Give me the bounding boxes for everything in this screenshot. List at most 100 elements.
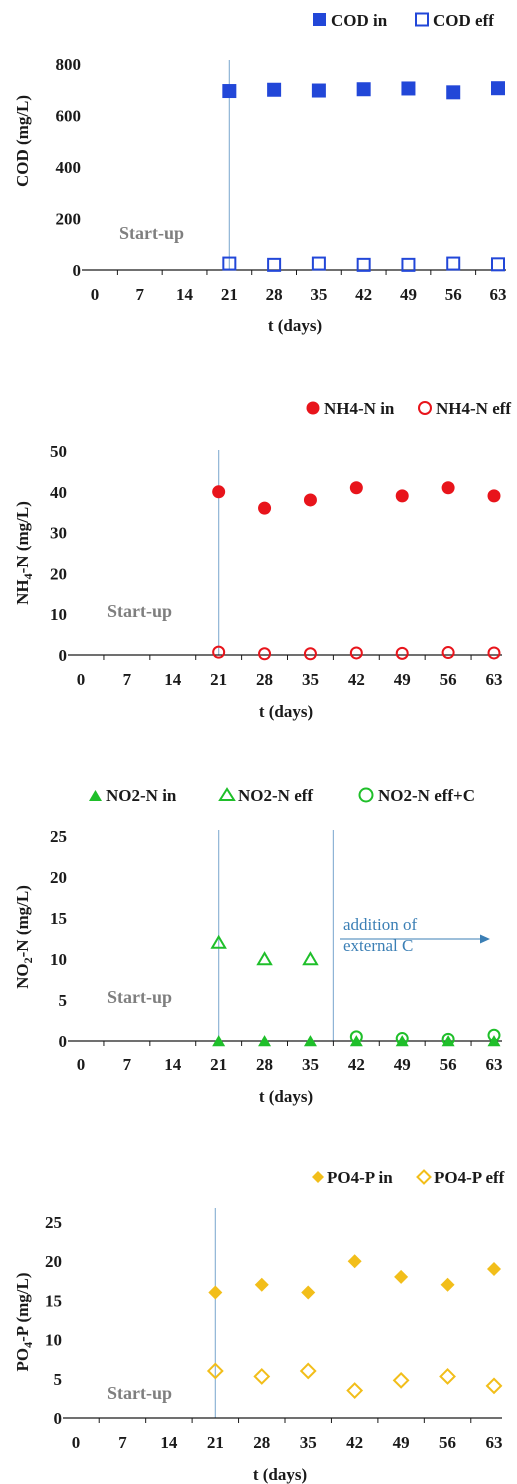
x-tick-label: 35 xyxy=(302,670,319,689)
y-tick-label: 25 xyxy=(45,1213,62,1232)
x-tick-label: 14 xyxy=(164,1055,182,1074)
x-tick-label: 14 xyxy=(164,670,182,689)
data-point xyxy=(392,1371,410,1389)
x-tick-label: 63 xyxy=(486,1055,503,1074)
y-axis-label: COD (mg/L) xyxy=(13,95,32,187)
legend-marker-cod-in xyxy=(313,13,326,26)
data-point xyxy=(254,1277,269,1292)
data-point xyxy=(487,1262,501,1277)
x-tick-label: 0 xyxy=(77,670,86,689)
x-tick-label: 21 xyxy=(221,285,238,304)
y-tick-label: 0 xyxy=(54,1409,63,1428)
data-point xyxy=(212,1035,226,1047)
x-tick-label: 0 xyxy=(72,1433,81,1452)
x-tick-label: 35 xyxy=(300,1433,317,1452)
y-tick-label: 10 xyxy=(50,950,67,969)
no2-chart: NO2-N in NO2-N eff NO2-N eff+C NO2-N (mg… xyxy=(13,786,503,1106)
x-tick-label: 28 xyxy=(253,1433,270,1452)
x-tick-labels: 0 7 14 21 28 35 42 49 56 63 xyxy=(72,1433,503,1452)
data-point xyxy=(356,257,371,272)
data-points xyxy=(210,934,501,1047)
x-tick-label: 7 xyxy=(118,1433,127,1452)
y-tick-label: 10 xyxy=(50,605,67,624)
x-axis xyxy=(82,269,506,275)
y-axis-label: NO2-N (mg/L) xyxy=(13,885,35,989)
y-tick-label: 0 xyxy=(59,1032,68,1051)
data-point xyxy=(302,951,319,966)
x-tick-label: 56 xyxy=(440,670,457,689)
data-point xyxy=(440,1277,455,1292)
legend-label-cod-eff: COD eff xyxy=(433,11,494,30)
data-point xyxy=(311,83,326,98)
data-point xyxy=(349,1030,363,1044)
data-points xyxy=(212,481,501,661)
data-point xyxy=(299,1362,317,1380)
x-axis-label: t (days) xyxy=(259,1087,313,1106)
data-point xyxy=(446,256,461,271)
data-point xyxy=(222,84,237,99)
y-axis-label: NH4-N (mg/L) xyxy=(13,501,35,605)
legend-label-cod-in: COD in xyxy=(331,11,388,30)
y-tick-label: 20 xyxy=(45,1252,62,1271)
x-axis-label: t (days) xyxy=(268,316,322,335)
startup-label: Start-up xyxy=(107,987,172,1007)
data-points xyxy=(222,81,505,272)
y-tick-label: 5 xyxy=(54,1370,63,1389)
x-tick-label: 28 xyxy=(256,1055,273,1074)
x-tick-label: 14 xyxy=(160,1433,178,1452)
data-point xyxy=(303,493,317,507)
data-point xyxy=(258,501,272,515)
x-tick-label: 63 xyxy=(490,285,507,304)
x-tick-label: 42 xyxy=(346,1433,363,1452)
data-point xyxy=(347,1254,362,1269)
x-tick-label: 42 xyxy=(355,285,372,304)
legend-label-nh4-eff: NH4-N eff xyxy=(436,399,511,418)
data-point xyxy=(394,1269,409,1284)
y-tick-labels: 0 200 400 600 800 xyxy=(56,55,82,280)
data-point xyxy=(222,256,237,271)
x-tick-label: 56 xyxy=(440,1055,457,1074)
y-tick-label: 10 xyxy=(45,1331,62,1350)
data-point xyxy=(487,1028,501,1042)
y-tick-label: 40 xyxy=(50,483,67,502)
x-tick-labels: 0 7 14 21 28 35 42 49 56 63 xyxy=(91,285,507,304)
data-point xyxy=(491,257,505,272)
legend-label-po4-in: PO4-P in xyxy=(327,1168,393,1187)
x-tick-labels: 0 7 14 21 28 35 42 49 56 63 xyxy=(77,670,503,689)
y-tick-label: 15 xyxy=(50,909,67,928)
y-tick-label: 0 xyxy=(59,646,68,665)
data-point xyxy=(395,1032,409,1046)
data-point xyxy=(485,1377,503,1395)
x-tick-label: 56 xyxy=(439,1433,456,1452)
data-point xyxy=(256,951,273,966)
legend-label-no2-in: NO2-N in xyxy=(106,786,177,805)
annotation-line-1: addition of xyxy=(343,915,417,934)
legend-marker-no2-eff-c xyxy=(358,787,374,803)
x-tick-label: 7 xyxy=(123,1055,132,1074)
data-point xyxy=(311,256,326,271)
legend-marker-nh4-eff xyxy=(418,401,432,415)
legend-label-nh4-in: NH4-N in xyxy=(324,399,395,418)
data-point xyxy=(258,1035,272,1047)
legend-label-no2-eff-c: NO2-N eff+C xyxy=(378,786,475,805)
x-tick-label: 21 xyxy=(207,1433,224,1452)
data-point xyxy=(349,646,363,660)
cod-chart: COD in COD eff COD (mg/L) Start-up 0 200 4… xyxy=(13,11,507,335)
x-tick-label: 49 xyxy=(394,1055,411,1074)
data-point xyxy=(303,1035,317,1047)
x-tick-label: 42 xyxy=(348,1055,365,1074)
x-axis xyxy=(68,654,502,660)
y-tick-label: 400 xyxy=(56,158,82,177)
data-point xyxy=(491,81,505,96)
x-tick-label: 28 xyxy=(266,285,283,304)
data-point xyxy=(206,1362,224,1380)
data-point xyxy=(395,646,409,660)
data-point xyxy=(446,85,461,100)
y-tick-label: 200 xyxy=(56,210,82,229)
x-tick-label: 14 xyxy=(176,285,194,304)
x-tick-label: 63 xyxy=(486,1433,503,1452)
nh4-chart: NH4-N in NH4-N eff NH4-N (mg/L) Start-up… xyxy=(13,399,511,721)
reference-lines xyxy=(218,830,334,1041)
x-tick-label: 49 xyxy=(394,670,411,689)
